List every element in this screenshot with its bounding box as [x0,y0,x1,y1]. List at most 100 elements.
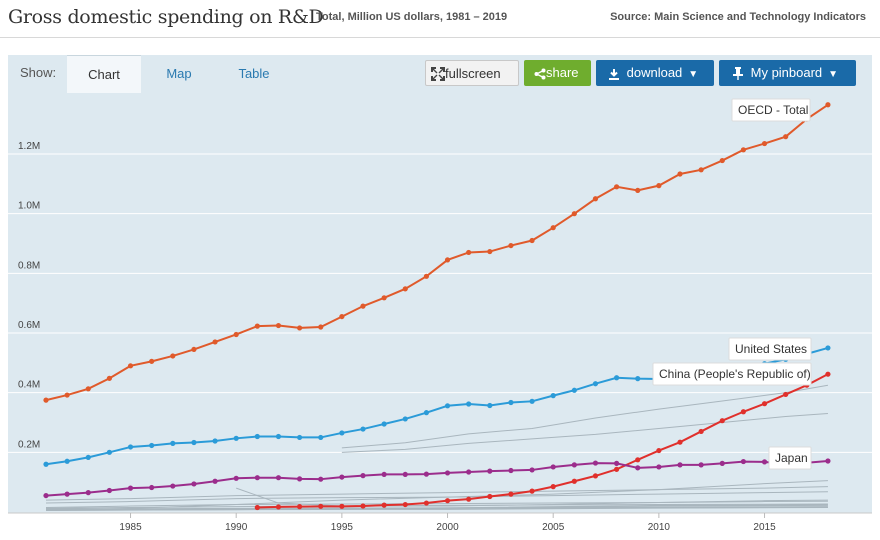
data-point [719,418,725,424]
tab-table[interactable]: Table [238,66,270,81]
data-point [423,273,429,279]
data-point [656,464,662,470]
data-point [740,409,747,415]
series-label-box [652,362,812,386]
data-point [149,358,155,364]
data-point [677,171,683,177]
data-point [466,401,472,407]
y-tick-label: 0.6M [18,320,40,331]
data-point [761,140,768,147]
pinboard-caret-icon: ▼ [828,69,839,80]
pinboard-button[interactable]: My pinboard ▼ [719,60,856,86]
data-point [719,460,725,466]
data-point [423,410,429,416]
data-point [297,325,303,331]
data-point [170,483,176,489]
data-point [212,438,218,444]
header-divider [0,37,880,38]
data-point [43,492,49,499]
data-point [275,475,282,481]
download-button[interactable]: download ▼ [596,60,714,86]
series-label: China (People's Republic of) [659,367,811,381]
data-point [825,345,831,351]
tab-map[interactable]: Map [166,66,192,81]
background-series-line [45,507,828,511]
data-point [614,375,620,381]
data-point [677,439,683,445]
series-line [257,373,829,509]
share-button[interactable]: share [524,60,591,86]
data-point [635,457,641,463]
data-point [423,471,429,477]
data-point [571,478,577,484]
data-point [529,398,535,404]
data-point [275,322,282,329]
x-tick-label: 1990 [225,522,248,533]
series-line [45,459,829,497]
download-caret-icon: ▼ [688,69,699,80]
data-point [149,442,155,449]
data-point [592,381,599,387]
data-point [402,501,408,508]
data-point [402,416,408,422]
data-point [444,403,451,409]
page-title: Gross domestic spending on R&D [8,6,324,28]
data-point [43,461,49,467]
source-note: Source: Main Science and Technology Indi… [610,11,866,23]
data-point [698,167,704,173]
data-point [740,147,747,153]
chart-subtitle: Total, Million US dollars, 1981 – 2019 [316,11,508,23]
data-point [698,428,704,435]
data-point [339,313,345,320]
data-point [360,426,366,432]
data-point [825,102,831,108]
data-point [529,237,535,244]
data-point [466,469,472,475]
data-point [825,458,831,464]
series-label-box [728,337,812,361]
data-point [529,467,535,473]
download-label: download [626,65,683,80]
chart-header: Gross domestic spending on R&D Total, Mi… [0,0,880,38]
data-point [85,454,91,461]
data-point [339,503,345,509]
series-line [45,103,829,402]
share-icon [534,68,546,80]
data-point [783,391,789,398]
chart-area[interactable]: 0.2M 0.4M 0.6M 0.8M 1.0M 1.2M 1985 1990 1995 2000… [8,93,872,540]
x-tick-label: 1985 [119,522,142,533]
data-point [635,187,641,193]
data-point [571,211,577,217]
show-label: Show: [20,65,57,80]
data-point [127,444,134,450]
data-point [191,439,197,446]
fullscreen-button[interactable]: fullscreen [425,60,519,86]
background-series-line [45,486,828,501]
background-series-line [341,384,829,449]
data-point [318,434,324,441]
data-point [698,462,704,468]
data-point [254,475,260,481]
data-point [508,399,514,406]
data-point [64,458,70,464]
pin-icon [733,67,743,80]
data-point [318,324,324,330]
data-point [444,257,451,263]
x-tick-label: 2010 [648,522,671,533]
data-point [233,475,239,481]
data-point [508,242,514,249]
data-point [614,466,620,472]
data-point [64,392,70,398]
data-point [592,460,599,466]
data-point [275,433,282,440]
data-point [825,371,831,377]
background-series-line [45,503,828,509]
data-point [402,471,408,478]
download-icon [609,69,619,80]
data-point [339,430,345,436]
data-point [339,474,345,480]
plot-background [8,93,872,513]
data-point [191,346,197,353]
tab-chart[interactable]: Chart [67,55,141,94]
view-toolbar: Show: Chart Map Table fullscreen share d… [8,55,872,94]
